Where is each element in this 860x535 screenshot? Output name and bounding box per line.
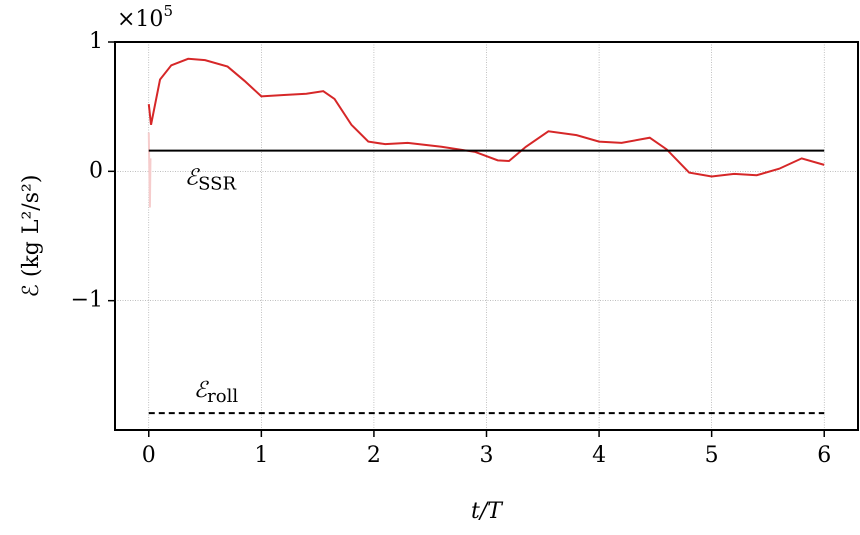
symbol: ℰ [185,166,201,191]
axis-multiplier: ×105 [117,2,173,32]
x-axis-label: t/T [471,499,504,524]
plot-frame [114,41,859,431]
y-tick-label: 1 [89,29,103,54]
multiplier-base: ×10 [117,7,163,32]
reference-label: ℰSSR [185,166,237,195]
symbol: ℰ [194,378,210,403]
reference-label: ℰroll [194,378,239,407]
multiplier-exponent: 5 [163,2,173,20]
subscript: SSR [198,174,236,195]
x-tick-label: 5 [705,443,719,468]
x-tick-label: 2 [367,443,381,468]
y-tick-label: −1 [71,288,103,313]
x-tick-label: 0 [142,443,156,468]
subscript: roll [207,386,238,407]
y-axis-label: ℰ (kg L²/s²) [19,175,44,298]
y-tick-label: 0 [89,158,103,183]
data-line [147,57,825,178]
x-tick-label: 1 [254,443,268,468]
x-tick-label: 4 [592,443,606,468]
x-tick-label: 6 [817,443,831,468]
data-line [147,132,152,208]
x-tick-label: 3 [480,443,494,468]
